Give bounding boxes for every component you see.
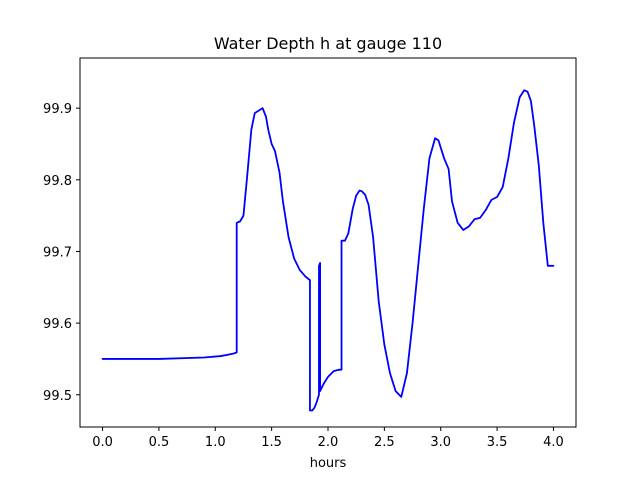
x-axis: 0.0 0.5 1.0 1.5 2.0 2.5 3.0 3.5 4.0 [92,427,564,450]
y-tick-label: 99.9 [43,102,72,117]
y-axis: 99.5 99.6 99.7 99.8 99.9 [43,102,80,404]
x-tick-label: 3.5 [487,435,508,450]
x-tick-label: 3.0 [430,435,451,450]
x-tick-label: 1.0 [205,435,226,450]
x-tick-label: 0.0 [92,435,113,450]
y-tick-label: 99.5 [43,389,72,404]
x-tick-label: 4.0 [543,435,564,450]
x-tick-label: 2.5 [374,435,395,450]
series-line-0 [101,89,555,412]
y-tick-label: 99.6 [43,317,72,332]
y-tick-label: 99.8 [43,174,72,189]
plot-frame [79,57,577,428]
chart-title: Water Depth h at gauge 110 [214,34,442,53]
x-tick-label: 1.5 [261,435,282,450]
plot-series [101,89,555,412]
x-tick-label: 2.0 [318,435,339,450]
x-axis-label: hours [310,456,347,471]
x-tick-label: 0.5 [149,435,170,450]
y-tick-label: 99.7 [43,245,72,260]
